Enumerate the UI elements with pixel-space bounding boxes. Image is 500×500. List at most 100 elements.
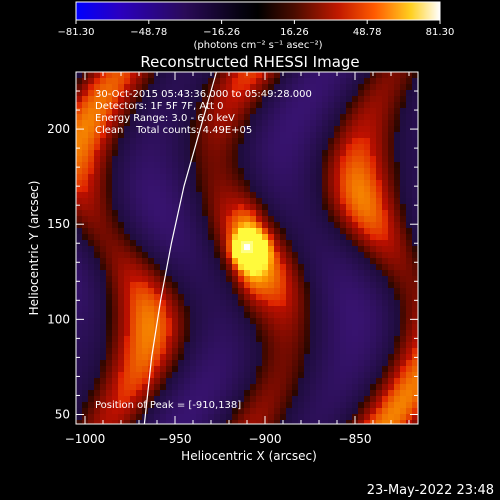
heatmap-cell xyxy=(124,348,130,354)
heatmap-cell xyxy=(88,72,94,78)
heatmap-cell xyxy=(196,102,202,108)
heatmap-cell xyxy=(316,270,322,276)
heatmap-cell xyxy=(76,180,82,186)
heatmap-cell xyxy=(232,282,238,288)
heatmap-cell xyxy=(406,192,412,198)
heatmap-cell xyxy=(310,390,316,396)
heatmap-cell xyxy=(304,108,310,114)
heatmap-cell xyxy=(148,234,154,240)
heatmap-cell xyxy=(280,162,286,168)
heatmap-cell xyxy=(190,162,196,168)
heatmap-cell xyxy=(334,84,340,90)
heatmap-cell xyxy=(244,132,250,138)
heatmap-cell xyxy=(136,198,142,204)
heatmap-cell xyxy=(244,108,250,114)
heatmap-cell xyxy=(178,168,184,174)
heatmap-cell xyxy=(160,330,166,336)
y-axis-label: Heliocentric Y (arcsec) xyxy=(27,181,41,316)
heatmap-cell xyxy=(154,264,160,270)
heatmap-cell xyxy=(142,180,148,186)
heatmap-cell xyxy=(136,372,142,378)
heatmap-cell xyxy=(166,288,172,294)
heatmap-cell xyxy=(388,384,394,390)
heatmap-cell xyxy=(286,396,292,402)
heatmap-cell xyxy=(88,78,94,84)
heatmap-cell xyxy=(244,300,250,306)
heatmap-cell xyxy=(238,336,244,342)
heatmap-cell xyxy=(130,330,136,336)
heatmap-cell xyxy=(196,72,202,78)
heatmap-cell xyxy=(178,252,184,258)
heatmap-cell xyxy=(112,372,118,378)
heatmap-cell xyxy=(364,90,370,96)
heatmap-cell xyxy=(376,372,382,378)
heatmap-cell xyxy=(280,312,286,318)
heatmap-cell xyxy=(388,360,394,366)
heatmap-cell xyxy=(328,342,334,348)
heatmap-cell xyxy=(394,222,400,228)
heatmap-cell xyxy=(382,312,388,318)
heatmap-cell xyxy=(160,288,166,294)
heatmap-cell xyxy=(130,402,136,408)
heatmap-cell xyxy=(400,384,406,390)
heatmap-cell xyxy=(100,138,106,144)
heatmap-cell xyxy=(364,114,370,120)
heatmap-cell xyxy=(190,204,196,210)
heatmap-cell xyxy=(376,216,382,222)
heatmap-cell xyxy=(106,72,112,78)
heatmap-cell xyxy=(292,288,298,294)
heatmap-cell xyxy=(304,336,310,342)
heatmap-cell xyxy=(382,294,388,300)
heatmap-cell xyxy=(76,360,82,366)
heatmap-cell xyxy=(274,312,280,318)
heatmap-cell xyxy=(370,366,376,372)
heatmap-cell xyxy=(382,144,388,150)
heatmap-cell xyxy=(154,372,160,378)
heatmap-cell xyxy=(304,270,310,276)
heatmap-cell xyxy=(82,294,88,300)
heatmap-cell xyxy=(154,138,160,144)
heatmap-cell xyxy=(178,378,184,384)
heatmap-cell xyxy=(406,402,412,408)
heatmap-cell xyxy=(154,240,160,246)
heatmap-cell xyxy=(340,384,346,390)
heatmap-cell xyxy=(340,126,346,132)
heatmap-cell xyxy=(94,246,100,252)
heatmap-cell xyxy=(364,264,370,270)
heatmap-cell xyxy=(394,414,400,420)
heatmap-cell xyxy=(364,378,370,384)
heatmap-cell xyxy=(82,318,88,324)
heatmap-cell xyxy=(322,414,328,420)
heatmap-cell xyxy=(178,414,184,420)
heatmap-cell xyxy=(286,354,292,360)
heatmap-cell xyxy=(280,270,286,276)
heatmap-cell xyxy=(286,246,292,252)
heatmap-cell xyxy=(304,228,310,234)
heatmap-cell xyxy=(382,150,388,156)
heatmap-cell xyxy=(328,414,334,420)
heatmap-cell xyxy=(220,174,226,180)
heatmap-cell xyxy=(304,234,310,240)
heatmap-cell xyxy=(376,324,382,330)
heatmap-cell xyxy=(346,114,352,120)
heatmap-cell xyxy=(148,372,154,378)
heatmap-cell xyxy=(124,318,130,324)
heatmap-cell xyxy=(160,294,166,300)
heatmap-cell xyxy=(322,372,328,378)
heatmap-cell xyxy=(412,366,418,372)
heatmap-cell xyxy=(292,312,298,318)
heatmap-cell xyxy=(220,192,226,198)
heatmap-cell xyxy=(226,96,232,102)
heatmap-cell xyxy=(304,198,310,204)
heatmap-cell xyxy=(298,306,304,312)
heatmap-cell xyxy=(286,234,292,240)
heatmap-cell xyxy=(196,222,202,228)
heatmap-cell xyxy=(190,186,196,192)
heatmap-cell xyxy=(376,420,382,424)
heatmap-cell xyxy=(100,168,106,174)
heatmap-cell xyxy=(256,270,262,276)
heatmap-cell xyxy=(82,246,88,252)
heatmap-cell xyxy=(268,168,274,174)
heatmap-cell xyxy=(346,258,352,264)
heatmap-cell xyxy=(412,222,418,228)
